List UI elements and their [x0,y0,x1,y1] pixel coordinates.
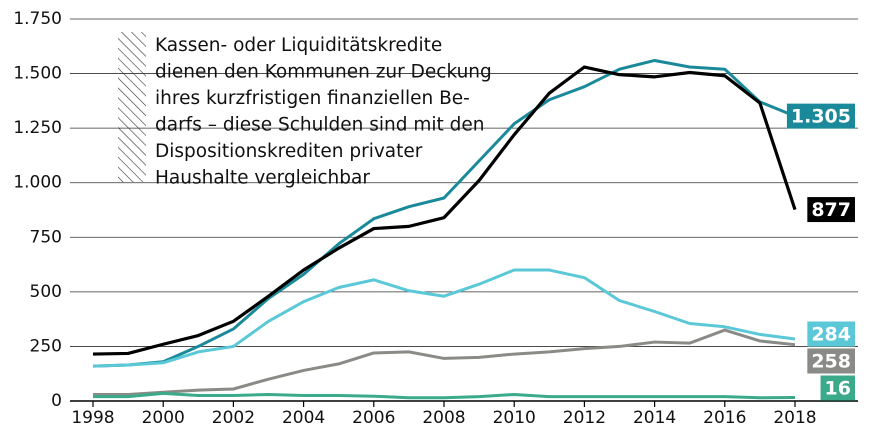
annotation-line: dienen den Kommunen zur Deckung [155,62,492,83]
x-tick-label: 2014 [633,408,676,425]
end-label-text: 258 [811,351,851,373]
y-tick-label: 1.750 [13,9,62,29]
x-tick-label: 1998 [71,408,114,425]
series-line [92,268,796,368]
x-tick-label: 2008 [422,408,465,425]
end-label-box [807,197,855,223]
x-tick-label: 2018 [773,408,816,425]
y-tick-label: 1.500 [13,64,62,84]
end-label-text: 877 [811,199,851,221]
end-label: 258 [807,348,855,374]
end-label: 1.305 [786,103,855,129]
annotation-line: Kassen- oder Liquiditätskredite [155,35,442,56]
y-tick-label: 1.000 [13,173,62,193]
x-tick-label: 2002 [212,408,255,425]
y-tick-label: 750 [30,227,62,247]
series-line [93,391,796,400]
end-label-box [807,321,855,347]
annotation-line: darfs – diese Schulden sind mit den [155,115,485,136]
end-label-box [807,348,855,374]
y-tick-label: 250 [30,336,62,356]
end-label-text: 284 [811,324,851,346]
annotation: Kassen- oder Liquiditätskredite dienen de… [155,35,492,189]
end-label-box [820,375,855,401]
y-tick-label: 1.250 [13,118,62,138]
end-label-box [786,103,855,129]
annotation-line: Haushalte vergleichbar [155,168,370,189]
end-labels: 1.305 877 284 258 16 [786,103,855,401]
x-tick-label: 2004 [282,408,325,425]
x-tick-label: 2010 [493,408,536,425]
hatch-box [118,32,146,182]
end-label-text: 16 [825,378,851,400]
y-tick-label: 500 [30,282,62,302]
x-tick-label: 2006 [352,408,395,425]
x-tick-label: 2016 [703,408,746,425]
end-label-text: 1.305 [791,106,851,128]
x-tick-label: 2000 [142,408,185,425]
grid: 0 250 500 750 1.000 1.250 1.500 1.750 1998 2000 20… [13,9,858,425]
series-line [92,65,797,356]
end-label: 16 [820,375,855,401]
end-label: 877 [807,197,855,223]
annotation-line: Dispositionskrediten privater [155,141,423,162]
lines [92,58,797,400]
series-line [92,58,796,368]
end-label: 284 [807,321,855,347]
x-tick-label: 2012 [563,408,606,425]
y-tick-label: 0 [51,391,62,411]
series-line [93,328,796,396]
annotation-line: ihres kurzfristigen finanziellen Be- [155,88,470,109]
